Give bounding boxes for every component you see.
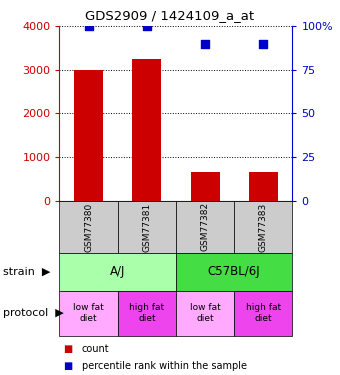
Text: high fat
diet: high fat diet	[129, 303, 165, 323]
Point	[86, 23, 91, 29]
Bar	[190, 172, 220, 201]
Text: count: count	[82, 344, 109, 354]
Text: GDS2909 / 1424109_a_at: GDS2909 / 1424109_a_at	[85, 9, 255, 22]
Point	[144, 23, 150, 29]
Text: GSM77380: GSM77380	[84, 202, 93, 252]
Text: GSM77383: GSM77383	[259, 202, 268, 252]
Text: low fat
diet: low fat diet	[190, 303, 220, 323]
Point	[202, 41, 208, 47]
Bar	[249, 172, 278, 201]
Text: C57BL/6J: C57BL/6J	[208, 266, 260, 278]
Text: GSM77381: GSM77381	[142, 202, 151, 252]
Text: protocol  ▶: protocol ▶	[3, 308, 64, 318]
Text: ■: ■	[63, 361, 72, 370]
Text: A/J: A/J	[110, 266, 125, 278]
Text: low fat
diet: low fat diet	[73, 303, 104, 323]
Text: ■: ■	[63, 344, 72, 354]
Bar	[132, 59, 161, 201]
Text: percentile rank within the sample: percentile rank within the sample	[82, 361, 246, 370]
Bar	[74, 70, 103, 201]
Point	[260, 41, 266, 47]
Text: GSM77382: GSM77382	[201, 202, 209, 251]
Text: high fat
diet: high fat diet	[246, 303, 281, 323]
Text: strain  ▶: strain ▶	[3, 267, 51, 277]
